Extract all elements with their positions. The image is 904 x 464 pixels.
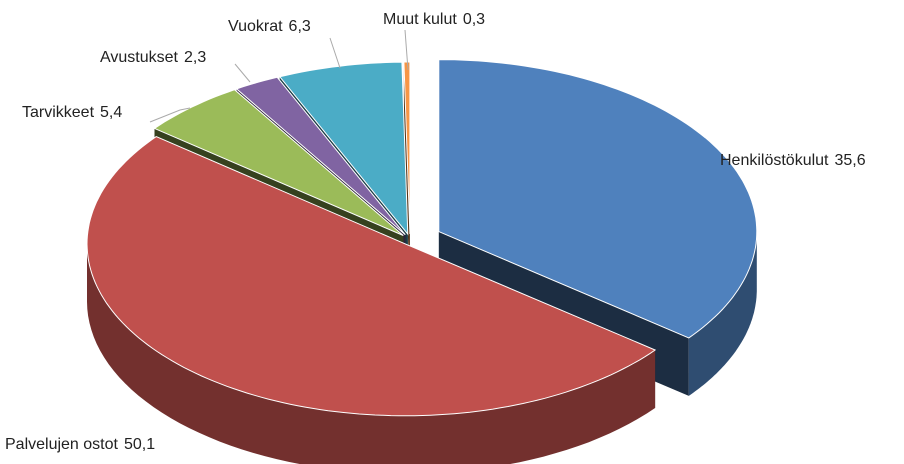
leader-line [234,63,251,83]
data-label: Tarvikkeet 5,4 [22,104,122,121]
data-label: Muut kulut 0,3 [383,11,485,28]
category-name: Tarvikkeet [22,104,95,121]
data-label: Avustukset 2,3 [100,49,206,66]
value-label: 6,3 [289,18,311,35]
category-name: Vuokrat [228,18,283,35]
data-label: Palvelujen ostot 50,1 [5,436,155,453]
value-label: 50,1 [124,436,155,453]
leader-line [149,107,191,123]
value-label: 5,4 [100,104,122,121]
leader-line [329,37,341,69]
slice [86,136,657,417]
category-name: Avustukset [100,49,179,66]
slice [403,61,411,292]
category-name: Palvelujen ostot [5,436,119,453]
slice [86,136,657,464]
slice [153,89,404,236]
value-label: 0,3 [463,11,485,28]
value-label: 2,3 [184,49,206,66]
leader-line [404,29,409,71]
slice-face [403,62,410,292]
category-name: Muut kulut [383,11,457,28]
slice-wall [87,243,656,464]
category-name: Henkilöstökulut [720,152,829,169]
slice-wall [688,231,757,396]
slice [438,59,758,339]
value-label: 35,6 [835,152,866,169]
data-label: Henkilöstökulut 35,6 [720,152,866,169]
slice [235,76,406,236]
data-label: Vuokrat 6,3 [228,18,311,35]
